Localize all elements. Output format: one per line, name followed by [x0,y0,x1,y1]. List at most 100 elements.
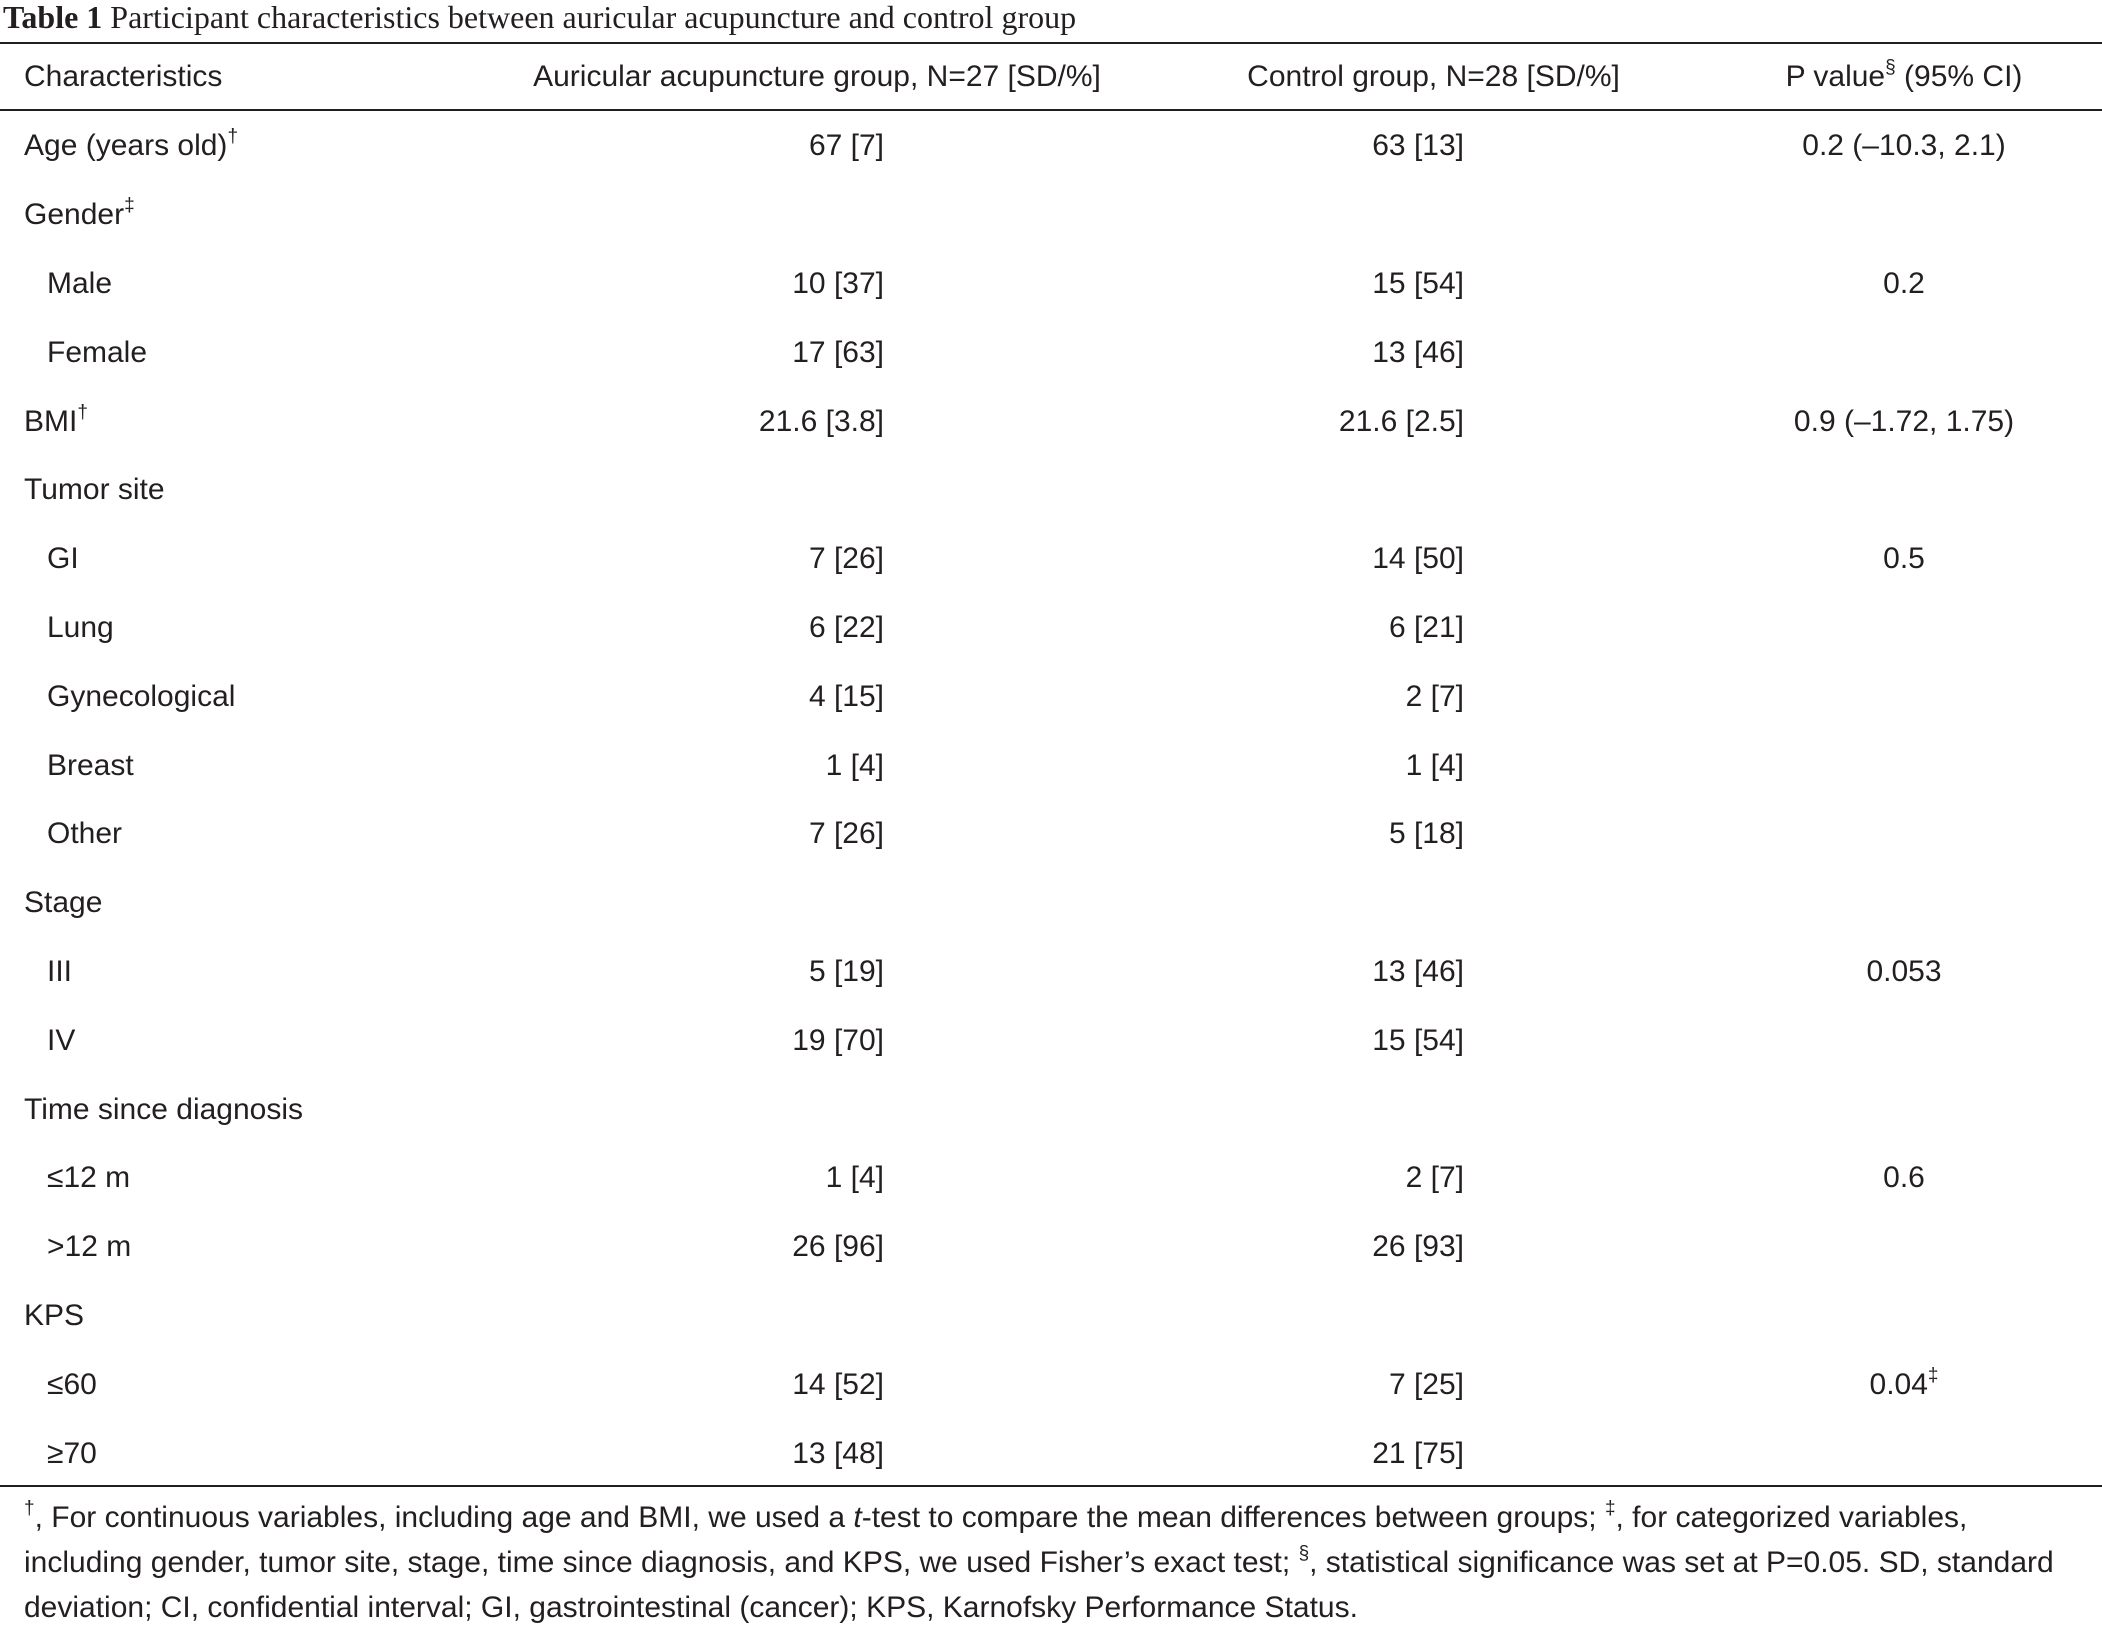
row-sublabel: Other [0,817,493,851]
footnote-mark-dagger: † [24,1498,35,1519]
row-sublabel: IV [0,1024,493,1058]
cell-aa-value: 4 [15] [493,680,1151,714]
footnote-mark-section: § [1298,1543,1310,1564]
control-value-text: 2 [7] [1405,679,1464,713]
row-label-text: Female [47,335,148,369]
cell-control-value: 5 [18] [1151,817,1736,851]
row-label-text: Stage [24,886,103,920]
header-p-value-suffix: (95% CI) [1895,59,2023,93]
row-label: KPS [0,1299,493,1333]
cell-aa-value [493,473,1151,507]
header-p-value: P value§ (95% CI) [1736,58,2102,94]
aa-value-text: 13 [48] [792,1436,884,1470]
control-value-text: 6 [21] [1388,610,1464,644]
row-label-text: ≤60 [47,1367,97,1401]
footnote-text-italic: t [853,1501,862,1534]
control-value-text: 15 [54] [1372,1023,1464,1057]
control-value-text: 5 [18] [1388,817,1464,851]
cell-p-value: 0.2 [1736,267,2102,301]
cell-control-value: 15 [54] [1151,1024,1736,1058]
cell-control-value: 15 [54] [1151,267,1736,301]
cell-aa-value [493,198,1151,232]
row-sublabel: III [0,955,493,989]
cell-control-value: 7 [25] [1151,1368,1736,1402]
row-sublabel: ≥70 [0,1437,493,1471]
row-label-text: BMI [24,404,78,438]
cell-p-value: 0.04‡ [1736,1364,2102,1402]
row-label-text: ≥70 [47,1436,97,1470]
cell-aa-value: 17 [63] [493,336,1151,370]
p-value-mark: ‡ [1927,1364,1939,1386]
p-value-text: 0.9 (–1.72, 1.75) [1793,404,2015,438]
cell-control-value [1151,1299,1736,1333]
row-label-text: Tumor site [24,473,165,507]
aa-value-text: 1 [4] [825,1161,884,1195]
control-value-text: 2 [7] [1405,1161,1464,1195]
top-rule [0,42,2102,44]
cell-control-value: 13 [46] [1151,336,1736,370]
cell-p-value: 0.2 (–10.3, 2.1) [1736,129,2102,163]
cell-aa-value: 1 [4] [493,1161,1151,1195]
aa-value-text: 67 [7] [808,129,884,163]
header-p-value-label: P value [1785,59,1886,93]
control-value-text: 13 [46] [1372,335,1464,369]
cell-aa-value: 5 [19] [493,955,1151,989]
cell-control-value: 21.6 [2.5] [1151,405,1736,439]
cell-control-value: 6 [21] [1151,611,1736,645]
aa-value-text: 10 [37] [792,266,884,300]
aa-value-text: 5 [19] [808,954,884,988]
cell-control-value: 26 [93] [1151,1230,1736,1264]
footnote-text-1b: -test to compare the mean differences be… [861,1501,1605,1534]
cell-aa-value: 21.6 [3.8] [493,405,1151,439]
aa-value-text: 6 [22] [808,610,884,644]
header-aa-group: Auricular acupuncture group, N=27 [SD/%] [533,59,1101,93]
cell-p-value: 0.053 [1736,955,2102,989]
cell-control-value: 1 [4] [1151,749,1736,783]
control-value-text: 1 [4] [1405,748,1464,782]
aa-value-text: 1 [4] [825,748,884,782]
row-sublabel: >12 m [0,1230,493,1264]
cell-aa-value: 1 [4] [493,749,1151,783]
cell-aa-value: 67 [7] [493,129,1151,163]
row-sublabel: Female [0,336,493,370]
row-sublabel: Lung [0,611,493,645]
row-label: BMI† [0,403,493,439]
cell-aa-value [493,1299,1151,1333]
footnote-text-3: , statistical significance was set at P=… [24,1546,2054,1624]
row-sublabel: Gynecological [0,680,493,714]
p-value-text: 0.6 [1883,1161,1925,1195]
aa-value-text: 26 [96] [792,1230,884,1264]
cell-aa-value: 13 [48] [493,1437,1151,1471]
row-label: Stage [0,886,493,920]
cell-aa-value [493,886,1151,920]
row-label-text: >12 m [47,1230,132,1264]
p-value-text: 0.04 [1869,1367,1928,1401]
cell-control-value: 2 [7] [1151,680,1736,714]
p-value-text: 0.2 [1883,266,1925,300]
row-sublabel: ≤12 m [0,1161,493,1195]
aa-value-text: 14 [52] [792,1367,884,1401]
cell-control-value [1151,886,1736,920]
row-label-text: Lung [47,610,114,644]
header-characteristics: Characteristics [24,59,223,93]
row-label-text: Gynecological [47,679,236,713]
cell-control-value [1151,1093,1736,1127]
bottom-rule [0,1485,2102,1487]
table-body: Age (years old)† 67 [7] 63 [13] 0.2 (–10.3,… [0,112,2102,1488]
row-label-text: Time since diagnosis [24,1092,304,1126]
aa-value-text: 19 [70] [792,1023,884,1057]
footnote-text-2: , for categorized variables, including g… [24,1501,1968,1579]
row-label-text: Other [47,817,123,851]
cell-aa-value: 14 [52] [493,1368,1151,1402]
cell-aa-value: 7 [26] [493,542,1151,576]
row-label-text: Male [47,266,113,300]
row-label-text: KPS [24,1298,85,1332]
row-label: Gender‡ [0,196,493,232]
header-rule [0,109,2102,111]
cell-control-value: 14 [50] [1151,542,1736,576]
aa-value-text: 21.6 [3.8] [758,404,884,438]
row-label-text: III [47,954,73,988]
table-caption: Table 1 Participant characteristics betw… [3,0,1076,34]
row-label-text: GI [47,542,79,576]
